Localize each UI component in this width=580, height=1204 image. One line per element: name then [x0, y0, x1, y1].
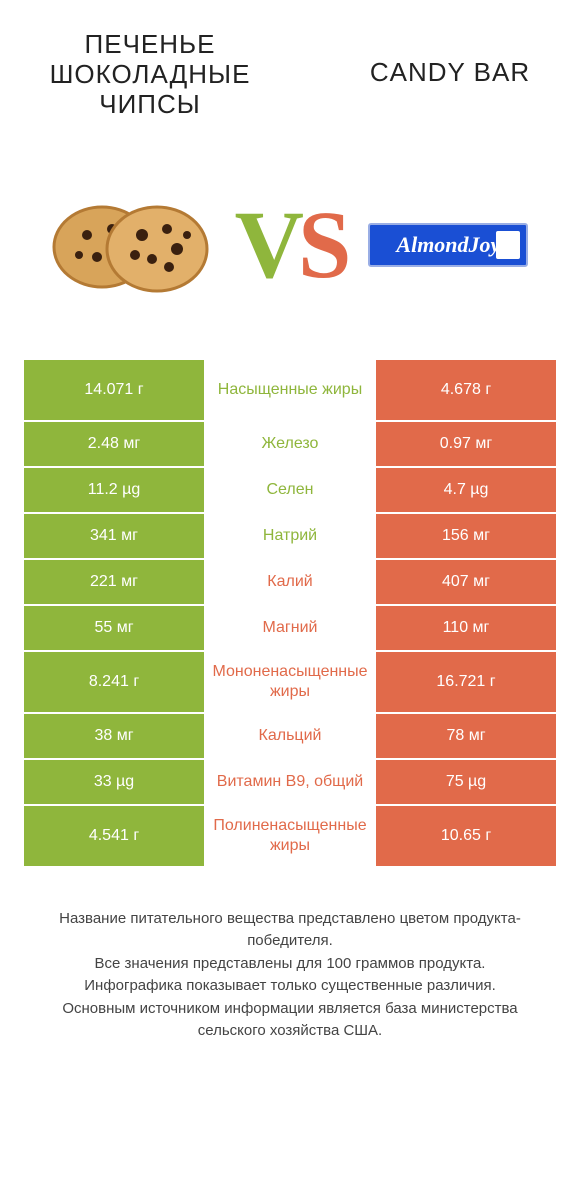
value-left: 55 мг: [24, 606, 204, 650]
value-left: 11.2 µg: [24, 468, 204, 512]
nutrient-label: Насыщенные жиры: [204, 360, 376, 420]
value-left: 14.071 г: [24, 360, 204, 420]
value-left: 341 мг: [24, 514, 204, 558]
table-row: 38 мгКальций78 мг: [24, 714, 556, 760]
table-row: 4.541 гПолиненасыщенные жиры10.65 г: [24, 806, 556, 868]
cookies-icon: [47, 187, 217, 297]
value-right: 4.7 µg: [376, 468, 556, 512]
table-row: 8.241 гМононенасыщенные жиры16.721 г: [24, 652, 556, 714]
nutrient-label: Натрий: [204, 514, 376, 558]
candy-image: AlmondJoy: [363, 215, 533, 275]
title-right: CANDY BAR: [350, 30, 550, 120]
table-row: 11.2 µgСелен4.7 µg: [24, 468, 556, 514]
footer-note: Название питательного вещества представл…: [30, 908, 550, 1043]
value-left: 2.48 мг: [24, 422, 204, 466]
value-left: 8.241 г: [24, 652, 204, 712]
nutrient-label: Магний: [204, 606, 376, 650]
value-left: 38 мг: [24, 714, 204, 758]
value-left: 33 µg: [24, 760, 204, 804]
value-right: 4.678 г: [376, 360, 556, 420]
candy-bar-icon: AlmondJoy: [368, 223, 528, 267]
nutrient-label: Калий: [204, 560, 376, 604]
note-line-2: Все значения представлены для 100 граммо…: [30, 953, 550, 976]
vs-v: V: [235, 197, 298, 293]
value-right: 16.721 г: [376, 652, 556, 712]
value-right: 78 мг: [376, 714, 556, 758]
vs-label: VS: [235, 197, 346, 293]
note-line-1: Название питательного вещества представл…: [30, 908, 550, 953]
nutrient-label: Селен: [204, 468, 376, 512]
hero-row: VS AlmondJoy: [0, 160, 580, 330]
value-left: 221 мг: [24, 560, 204, 604]
value-right: 75 µg: [376, 760, 556, 804]
table-row: 14.071 гНасыщенные жиры4.678 г: [24, 360, 556, 422]
value-right: 0.97 мг: [376, 422, 556, 466]
table-row: 341 мгНатрий156 мг: [24, 514, 556, 560]
nutrient-label: Полиненасыщенные жиры: [204, 806, 376, 866]
candy-logo: AlmondJoy: [396, 232, 500, 258]
value-left: 4.541 г: [24, 806, 204, 866]
note-line-3: Инфографика показывает только существенн…: [30, 975, 550, 998]
vs-s: S: [298, 197, 345, 293]
table-row: 2.48 мгЖелезо0.97 мг: [24, 422, 556, 468]
nutrient-label: Кальций: [204, 714, 376, 758]
note-line-4: Основным источником информации является …: [30, 998, 550, 1043]
title-left: ПЕЧЕНЬЕ ШОКОЛАДНЫЕ ЧИПСЫ: [30, 30, 270, 120]
comparison-table: 14.071 гНасыщенные жиры4.678 г2.48 мгЖел…: [24, 360, 556, 868]
nutrient-label: Мононенасыщенные жиры: [204, 652, 376, 712]
nutrient-label: Железо: [204, 422, 376, 466]
cookies-image: [47, 187, 217, 302]
nutrient-label: Витамин B9, общий: [204, 760, 376, 804]
value-right: 10.65 г: [376, 806, 556, 866]
table-row: 221 мгКалий407 мг: [24, 560, 556, 606]
table-row: 33 µgВитамин B9, общий75 µg: [24, 760, 556, 806]
titles-row: ПЕЧЕНЬЕ ШОКОЛАДНЫЕ ЧИПСЫ CANDY BAR: [0, 0, 580, 120]
value-right: 156 мг: [376, 514, 556, 558]
table-row: 55 мгМагний110 мг: [24, 606, 556, 652]
value-right: 407 мг: [376, 560, 556, 604]
value-right: 110 мг: [376, 606, 556, 650]
